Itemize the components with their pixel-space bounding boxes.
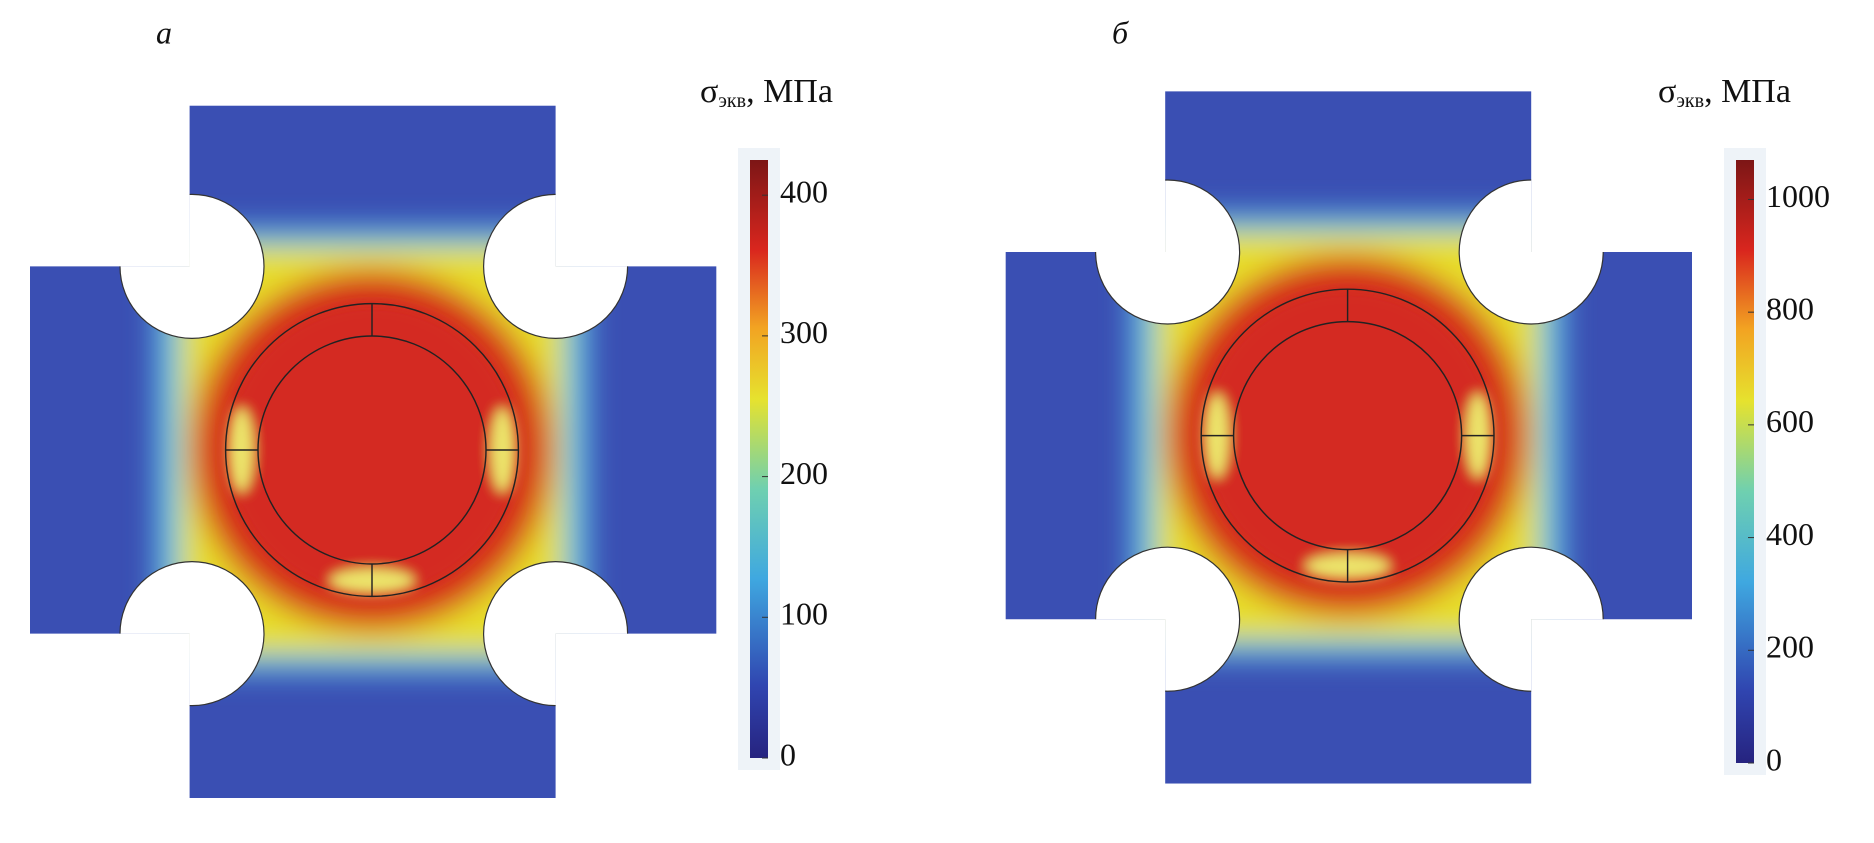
colorbar-tick-label: 400: [780, 174, 828, 210]
ring-fill: [225, 303, 519, 597]
panel-label: а: [156, 14, 172, 50]
colorbar-tick-label: 200: [780, 455, 828, 491]
title-unit: , МПа: [746, 73, 833, 110]
title-subscript: экв: [1676, 90, 1704, 112]
hole: [1458, 179, 1604, 325]
hole: [483, 561, 629, 707]
hole: [119, 561, 265, 707]
colorbar: [1736, 160, 1754, 763]
colorbar-tick-label: 400: [1766, 516, 1814, 552]
colorbar-tick-label: 300: [780, 314, 828, 350]
hole: [1095, 546, 1241, 692]
title-symbol: σ: [700, 73, 718, 110]
panel-label: б: [1112, 14, 1129, 50]
ring: [1201, 289, 1494, 582]
title-unit: , МПа: [1704, 73, 1791, 110]
hole: [1095, 179, 1241, 325]
hole: [483, 193, 629, 340]
colorbar-tick-label: 0: [780, 736, 796, 772]
colorbar-title: σэкв, МПа: [1658, 73, 1791, 112]
colorbar-tick-label: 1000: [1766, 178, 1830, 214]
colorbar: [750, 160, 768, 758]
title-symbol: σ: [1658, 73, 1676, 110]
colorbar-tick-label: 200: [1766, 629, 1814, 665]
colorbar-tick-label: 0: [1766, 741, 1782, 777]
colorbar-tick-label: 100: [780, 596, 828, 632]
hole: [119, 193, 265, 340]
stress-plot: [30, 105, 717, 799]
ring: [225, 303, 519, 597]
ring-fill: [1201, 289, 1494, 582]
colorbar-tick-label: 600: [1766, 403, 1814, 439]
title-subscript: экв: [718, 90, 746, 112]
stress-plot: [1005, 91, 1693, 784]
colorbar-tick-label: 800: [1766, 291, 1814, 327]
hole: [1458, 546, 1604, 692]
colorbar-title: σэкв, МПа: [700, 73, 833, 112]
